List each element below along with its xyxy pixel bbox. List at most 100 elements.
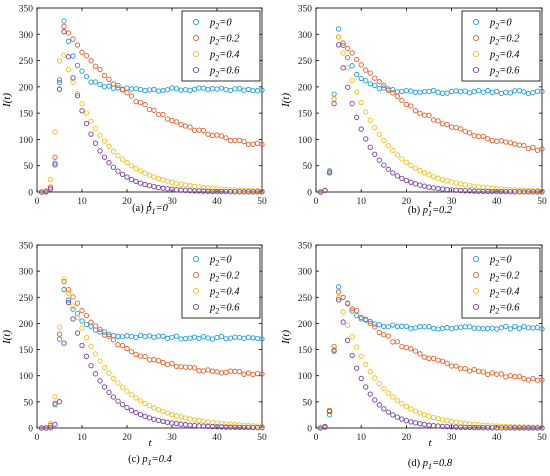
- data-point: [394, 323, 401, 330]
- data-point: [403, 323, 410, 329]
- data-point: [164, 419, 171, 425]
- legend-label: p2=0.2: [209, 271, 240, 284]
- data-point: [485, 87, 491, 94]
- data-point: [61, 52, 67, 58]
- data-point: [52, 400, 58, 406]
- y-tick-label: 0: [307, 425, 312, 435]
- data-point: [430, 87, 437, 94]
- legend-marker: [192, 287, 200, 295]
- data-point: [56, 331, 63, 337]
- data-point: [142, 413, 148, 420]
- data-point: [92, 140, 99, 146]
- data-point: [47, 184, 54, 190]
- data-point: [146, 403, 153, 409]
- data-point: [241, 87, 247, 93]
- plot-frame: [315, 7, 543, 193]
- data-point: [507, 373, 514, 379]
- data-point: [119, 384, 126, 391]
- data-point: [335, 289, 342, 295]
- data-point: [65, 30, 72, 36]
- data-point: [512, 374, 518, 380]
- data-point: [525, 145, 532, 152]
- data-point: [376, 329, 382, 336]
- data-point: [254, 88, 261, 94]
- data-point: [376, 85, 382, 92]
- data-point: [191, 417, 198, 423]
- data-point: [344, 84, 351, 90]
- x-tick-label: 10: [77, 433, 87, 443]
- data-point: [79, 68, 85, 74]
- data-point: [227, 368, 234, 374]
- data-point: [457, 324, 464, 330]
- data-point: [516, 87, 523, 94]
- data-point: [521, 323, 527, 330]
- data-point: [155, 184, 162, 191]
- data-point: [151, 405, 157, 411]
- data-point: [97, 81, 103, 87]
- data-point: [467, 182, 473, 189]
- legend-marker: [472, 18, 480, 26]
- data-point: [137, 100, 144, 106]
- data-point: [164, 361, 171, 368]
- data-point: [494, 326, 500, 332]
- data-point: [516, 325, 523, 331]
- data-point: [169, 85, 175, 91]
- x-tick-label: 0: [314, 433, 319, 443]
- data-point: [155, 358, 162, 364]
- data-point: [485, 136, 491, 142]
- data-point: [124, 405, 130, 411]
- data-point: [74, 300, 81, 306]
- data-point: [498, 371, 504, 377]
- data-point: [187, 124, 193, 130]
- data-point: [430, 325, 437, 332]
- data-point: [106, 333, 112, 339]
- data-point: [471, 183, 477, 189]
- data-point: [363, 316, 369, 322]
- data-point: [65, 297, 72, 303]
- data-point: [335, 34, 342, 40]
- data-point: [61, 276, 67, 282]
- data-point: [471, 89, 477, 95]
- data-point: [417, 351, 423, 357]
- chart-panel-4: 0 10 20 30 40 50 0 50 100 150 200 250 300 350 t I(t) (d)…: [280, 242, 547, 472]
- data-point: [381, 385, 387, 392]
- data-point: [160, 111, 166, 118]
- data-point: [381, 162, 387, 168]
- data-point: [435, 175, 441, 181]
- y-tick-label: 200: [298, 320, 313, 330]
- data-point: [151, 334, 157, 340]
- data-point: [335, 294, 342, 300]
- data-point: [200, 418, 207, 424]
- data-point: [340, 50, 346, 56]
- data-point: [97, 132, 103, 138]
- data-point: [344, 45, 351, 52]
- data-point: [232, 334, 238, 340]
- data-point: [448, 88, 455, 95]
- data-point: [56, 336, 63, 342]
- plot-frame: [36, 7, 263, 193]
- plot-frame: [315, 244, 543, 429]
- data-point: [178, 336, 184, 342]
- data-point: [457, 88, 464, 95]
- data-point: [417, 110, 423, 116]
- data-point: [417, 323, 423, 330]
- legend-label: p2=0.4: [489, 50, 520, 63]
- data-point: [169, 334, 175, 340]
- data-point: [178, 421, 184, 427]
- data-point: [331, 346, 337, 353]
- data-point: [106, 143, 112, 150]
- data-point: [259, 425, 265, 431]
- data-point: [322, 187, 328, 194]
- data-point: [191, 365, 198, 371]
- data-point: [503, 89, 509, 95]
- x-tick-label: 30: [447, 197, 457, 207]
- data-point: [430, 422, 437, 429]
- data-point: [489, 370, 495, 376]
- data-point: [489, 325, 495, 331]
- data-point: [200, 368, 207, 374]
- data-point: [119, 171, 126, 178]
- data-point: [164, 87, 171, 93]
- data-point: [462, 128, 468, 134]
- data-point: [83, 312, 90, 319]
